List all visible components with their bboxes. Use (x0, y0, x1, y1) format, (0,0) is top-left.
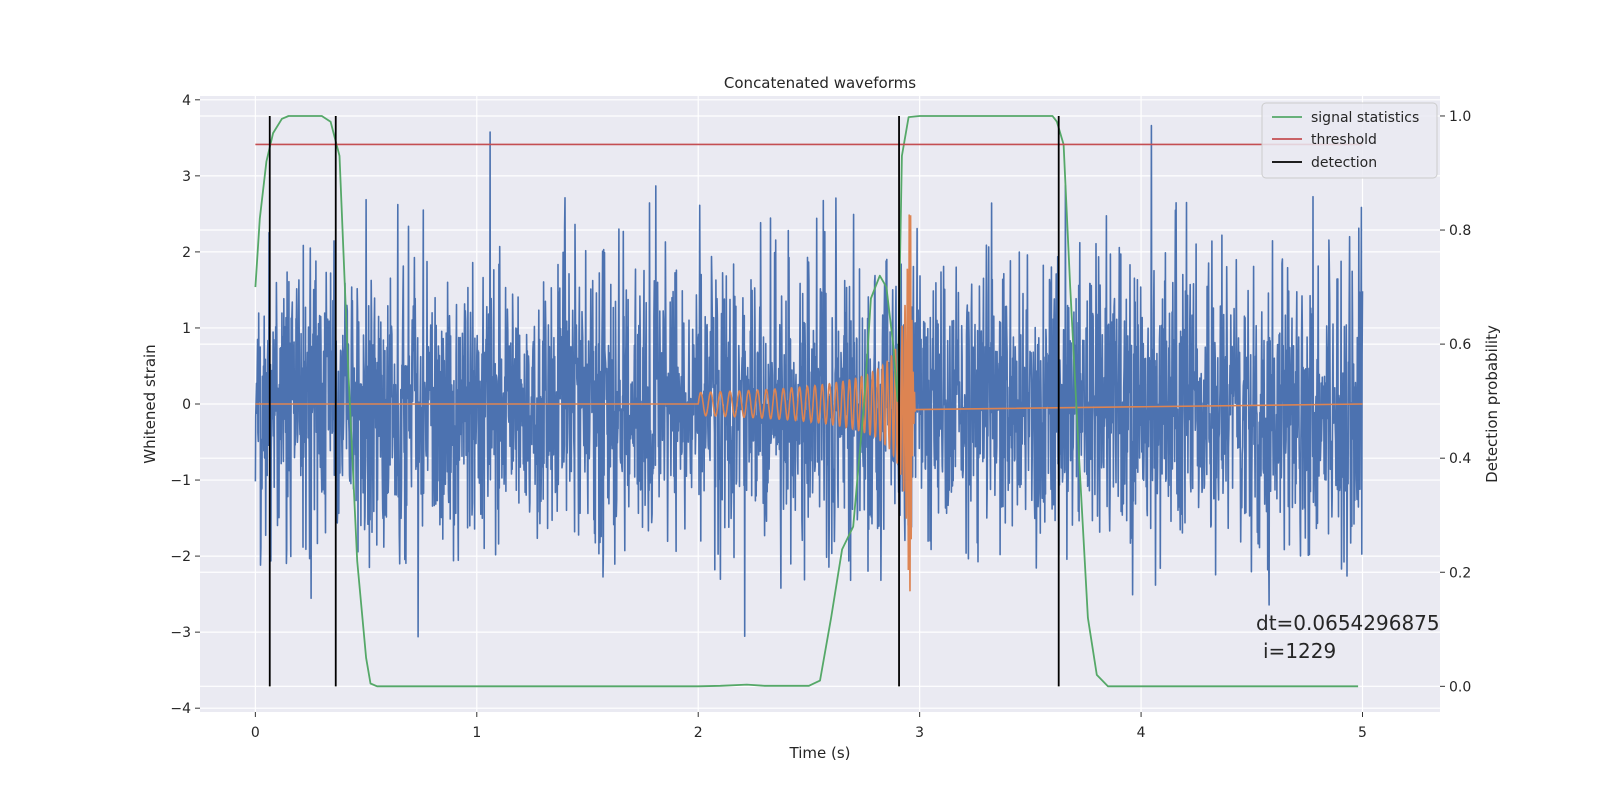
legend-label-detection: detection (1311, 155, 1377, 171)
annotation-i: i=1229 (1263, 639, 1336, 663)
y-tick-label: −2 (170, 549, 191, 565)
x-tick-label: 0 (251, 725, 260, 741)
series-injected-chirp (255, 214, 1363, 592)
x-tick-label: 5 (1358, 725, 1367, 741)
y-tick-label: 0 (182, 397, 191, 413)
y-tick-label: −4 (170, 701, 191, 717)
right-y-tick-label: 0.0 (1449, 679, 1471, 695)
axis-ticks: 0 1 2 3 4 5 −4 −3 −2 −1 0 1 2 3 4 0.0 0.2 0.4 0.6 0.8 1.0 (170, 93, 1471, 741)
plot-series (254, 115, 1364, 688)
legend-label-signal-statistics: signal statistics (1311, 110, 1419, 126)
y-tick-label: −3 (170, 625, 191, 641)
right-y-tick-label: 0.8 (1449, 223, 1471, 239)
legend: signal statistics threshold detection (1261, 102, 1438, 179)
right-y-tick-label: 0.2 (1449, 565, 1471, 581)
x-tick-label: 2 (694, 725, 703, 741)
chart-title: Concatenated waveforms (724, 74, 916, 92)
y-tick-label: 1 (182, 321, 191, 337)
right-y-tick-label: 0.6 (1449, 337, 1471, 353)
series-whitened-strain (254, 124, 1364, 638)
x-tick-label: 3 (915, 725, 924, 741)
legend-label-threshold: threshold (1311, 132, 1377, 148)
y-tick-label: 3 (182, 169, 191, 185)
y-tick-label: 4 (182, 93, 191, 109)
series-signal-statistics (254, 115, 1359, 688)
y-tick-label: −1 (170, 473, 191, 489)
y-tick-label: 2 (182, 245, 191, 261)
legend-box (1261, 102, 1438, 179)
annotation-dt: dt=0.0654296875 (1256, 611, 1440, 635)
x-tick-label: 1 (472, 725, 481, 741)
right-y-tick-label: 0.4 (1449, 451, 1471, 467)
y-axis-label: Whitened strain (141, 344, 159, 463)
x-tick-label: 4 (1137, 725, 1146, 741)
right-y-axis-label: Detection probability (1483, 325, 1501, 483)
right-y-tick-label: 1.0 (1449, 109, 1471, 125)
x-axis-label: Time (s) (789, 744, 851, 762)
